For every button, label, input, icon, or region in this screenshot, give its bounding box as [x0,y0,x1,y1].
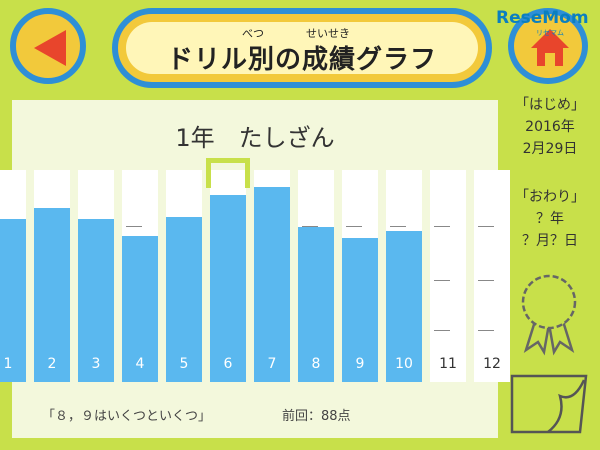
bar-6 [210,195,246,382]
chart-column-4[interactable]: 4 [122,170,158,382]
start-date-block: 「はじめ」 2016年 2月29日 [500,94,600,160]
bar-5 [166,217,202,382]
gridline [478,330,494,331]
start-label: 「はじめ」 [515,97,585,113]
back-button[interactable] [10,8,86,84]
end-date: ？月？日 [522,233,578,249]
brand-logo-sub: リセマム [536,29,564,37]
x-tick-label: 12 [483,356,501,372]
notepad-icon[interactable] [508,372,590,436]
gridline [346,226,362,227]
gridline [478,226,494,227]
x-tick-label: 8 [311,356,321,372]
back-arrow-icon [34,30,66,66]
x-tick-label: 3 [91,356,101,372]
bar-7 [254,187,290,382]
x-tick-label: 5 [179,356,189,372]
bar-8 [298,227,334,382]
chart-column-5[interactable]: 5 [166,170,202,382]
chart-column-8[interactable]: 8 [298,170,334,382]
page-title: ドリル別の成績グラフ [166,45,437,75]
selected-column-highlight [206,158,250,188]
chart-column-1[interactable]: 1 [0,170,26,382]
end-year: ？年 [536,211,564,227]
brand-logo: ReseMom [496,8,589,28]
bar-4 [122,236,158,382]
end-date-block: 「おわり」 ？年 ？月？日 [500,186,600,252]
bar-9 [342,238,378,382]
gridline [390,226,406,227]
x-tick-label: 1 [3,356,13,372]
end-label: 「おわり」 [515,189,585,205]
chart-column-3[interactable]: 3 [78,170,114,382]
gridline [434,330,450,331]
x-tick-label: 10 [395,356,413,372]
chart-column-9[interactable]: 9 [342,170,378,382]
gridline [434,226,450,227]
x-tick-label: 9 [355,356,365,372]
bar-10 [386,231,422,382]
x-tick-label: 11 [439,356,457,372]
bar-chart[interactable]: 1 2 3 4 5 6 7 8 9 10 11 12 [0,158,510,382]
chart-title: 1年 たしざん [175,124,335,152]
home-button[interactable] [508,8,588,84]
chart-column-2[interactable]: 2 [34,170,70,382]
page-title-banner: べつ せいせき ドリル別の成績グラフ [112,8,492,88]
home-icon [531,29,569,66]
start-date: 2月29日 [522,141,578,157]
chart-column-10[interactable]: 10 [386,170,422,382]
gridline [434,280,450,281]
chart-column-6[interactable]: 6 [210,170,246,382]
previous-score: 前回：88点 [282,409,351,424]
chart-column-12[interactable]: 12 [474,170,510,382]
bar-2 [34,208,70,382]
x-tick-label: 6 [223,356,233,372]
chart-column-7[interactable]: 7 [254,170,290,382]
ruby-seiseki: せいせき [306,27,350,40]
chart-panel: 1年 たしざん 1 2 3 4 5 6 7 8 9 10 11 12 「８，９はいくつといくつ」 前回… [0,100,510,438]
bar-3 [78,219,114,382]
ruby-betsu: べつ [242,27,264,40]
x-tick-label: 7 [267,356,277,372]
start-year: 2016年 [525,119,575,135]
gridline [126,226,142,227]
medal-badge-icon[interactable] [516,272,582,356]
x-tick-label: 4 [135,356,145,372]
x-tick-label: 2 [47,356,57,372]
lesson-name: 「８，９はいくつといくつ」 [42,409,212,424]
bar-1 [0,219,26,382]
gridline [302,226,318,227]
chart-column-11[interactable]: 11 [430,170,466,382]
gridline [478,280,494,281]
